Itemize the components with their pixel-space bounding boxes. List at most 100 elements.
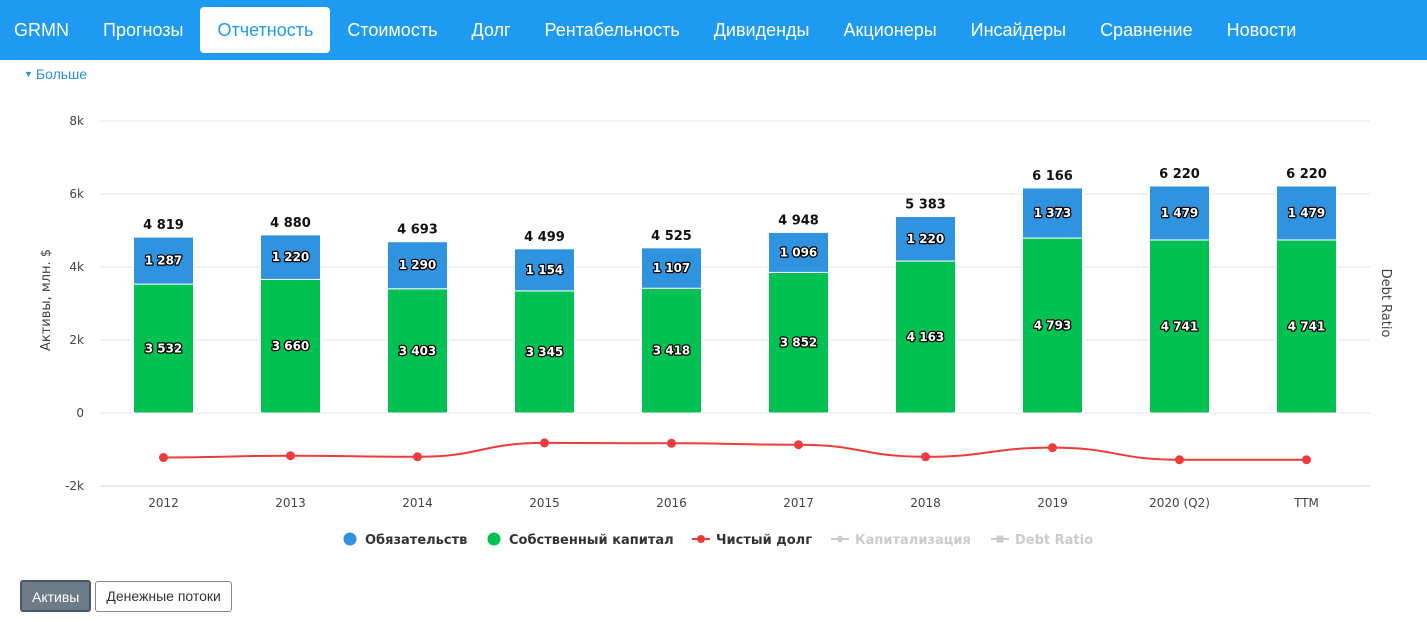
y-tick-label: 8k [69, 114, 84, 128]
liabilities-bar [260, 234, 321, 280]
x-tick-label: 2015 [529, 496, 560, 510]
net-debt-point [159, 453, 168, 463]
x-tick-label: 2012 [148, 496, 179, 510]
equity-bar [1022, 237, 1083, 414]
equity-data-label: 3 345 [526, 345, 564, 359]
net-debt-point [413, 452, 422, 462]
liabilities-data-label: 1 107 [653, 261, 691, 275]
total-data-label: 6 220 [1159, 167, 1200, 182]
nav-tab-debt[interactable]: Долг [471, 20, 511, 40]
x-tick-label: 2017 [783, 496, 814, 510]
equity-data-label: 3 418 [653, 344, 691, 358]
top-nav: GRMN Прогнозы Отчетность Стоимость Долг … [0, 0, 1427, 60]
nav-tab-forecasts[interactable]: Прогнозы [103, 20, 184, 40]
total-data-label: 4 948 [778, 213, 819, 228]
legend-item-label[interactable]: Чистый долг [716, 533, 812, 548]
legend-marker [996, 535, 1004, 543]
nav-tab-compare[interactable]: Сравнение [1100, 20, 1193, 40]
net-debt-point [286, 451, 295, 461]
liabilities-data-label: 1 479 [1161, 206, 1199, 220]
net-debt-point [667, 438, 676, 448]
x-tick-label: 2016 [656, 496, 687, 510]
legend-marker [697, 535, 705, 543]
stacked-bar-chart: 3 532 1 287 4 819 3 660 1 220 4 880 3 403 1 290… [39, 114, 1393, 548]
legend-item-label[interactable]: Обязательств [365, 533, 467, 548]
net-debt-point [1302, 455, 1311, 465]
legend-marker [487, 532, 501, 546]
equity-data-label: 4 793 [1034, 319, 1072, 333]
liabilities-bar [387, 241, 448, 290]
liabilities-bar [895, 216, 956, 262]
x-tick-label: 2014 [402, 496, 433, 510]
total-data-label: 4 693 [397, 223, 438, 238]
assets-button[interactable]: Активы [20, 580, 92, 612]
equity-bar [514, 290, 575, 414]
nav-tab-insiders[interactable]: Инсайдеры [970, 20, 1067, 40]
liabilities-bar [768, 231, 829, 273]
equity-bar [895, 260, 956, 414]
net-debt-point [1048, 443, 1057, 453]
liabilities-bar [1149, 185, 1210, 241]
liabilities-data-label: 1 287 [145, 254, 183, 268]
liabilities-data-label: 1 096 [780, 245, 818, 259]
legend-item-label[interactable]: Debt Ratio [1015, 533, 1093, 548]
y-tick-label: 6k [69, 187, 84, 201]
y-axis-label-right: Debt Ratio [1378, 269, 1393, 338]
net-debt-point [540, 438, 549, 448]
legend-marker [836, 535, 844, 543]
net-debt-line [163, 441, 1307, 461]
liabilities-data-label: 1 373 [1034, 206, 1072, 220]
legend-marker [343, 532, 357, 546]
total-data-label: 4 525 [651, 229, 692, 244]
nav-tab-dividends[interactable]: Дивиденды [713, 20, 810, 40]
legend-item-label[interactable]: Собственный капитал [509, 533, 674, 548]
equity-data-label: 4 163 [907, 330, 945, 344]
equity-data-label: 3 403 [399, 344, 437, 358]
liabilities-bar [641, 247, 702, 289]
nav-tab-valuation[interactable]: Стоимость [347, 20, 438, 40]
liabilities-bar [1276, 185, 1337, 241]
x-tick-label: 2018 [910, 496, 941, 510]
nav-tab-news[interactable]: Новости [1226, 20, 1297, 40]
liabilities-data-label: 1 220 [907, 232, 945, 246]
equity-data-label: 3 852 [780, 336, 818, 350]
chevron-down-icon: ▼ [24, 69, 33, 79]
equity-data-label: 3 660 [272, 339, 310, 353]
x-tick-label: TTM [1293, 496, 1319, 510]
y-tick-label: -2k [65, 479, 84, 493]
net-debt-point [794, 440, 803, 450]
x-tick-label: 2013 [275, 496, 306, 510]
y-axis-label: Активы, млн. $ [39, 249, 54, 351]
total-data-label: 5 383 [905, 198, 946, 213]
liabilities-bar [1022, 187, 1083, 239]
nav-tab-profitability[interactable]: Рентабельность [544, 20, 680, 40]
nav-tab-reports[interactable]: Отчетность [200, 7, 331, 53]
net-debt-point [921, 452, 930, 462]
liabilities-bar [514, 248, 575, 292]
nav-tab-shareholders[interactable]: Акционеры [843, 20, 937, 40]
x-tick-label: 2019 [1037, 496, 1068, 510]
liabilities-data-label: 1 479 [1288, 206, 1326, 220]
cashflow-button[interactable]: Денежные потоки [95, 581, 232, 612]
equity-bar [1276, 239, 1337, 414]
liabilities-data-label: 1 290 [399, 258, 437, 272]
more-toggle[interactable]: ▼ Больше [24, 66, 87, 82]
y-tick-label: 2k [69, 333, 84, 347]
liabilities-data-label: 1 154 [526, 263, 564, 277]
equity-bar [387, 288, 448, 414]
equity-data-label: 4 741 [1288, 319, 1326, 333]
y-tick-label: 0 [76, 406, 84, 420]
total-data-label: 4 819 [143, 218, 184, 233]
liabilities-bar [133, 236, 194, 285]
equity-data-label: 4 741 [1161, 319, 1199, 333]
legend-item-label[interactable]: Капитализация [855, 533, 971, 548]
view-toggle: Активы Денежные потоки [20, 580, 232, 612]
y-tick-label: 4k [69, 260, 84, 274]
total-data-label: 6 166 [1032, 169, 1073, 184]
total-data-label: 4 499 [524, 230, 565, 245]
nav-brand[interactable]: GRMN [14, 20, 69, 40]
equity-bar [641, 287, 702, 414]
equity-bar [1149, 239, 1210, 414]
liabilities-data-label: 1 220 [272, 250, 310, 264]
more-label: Больше [35, 66, 88, 82]
